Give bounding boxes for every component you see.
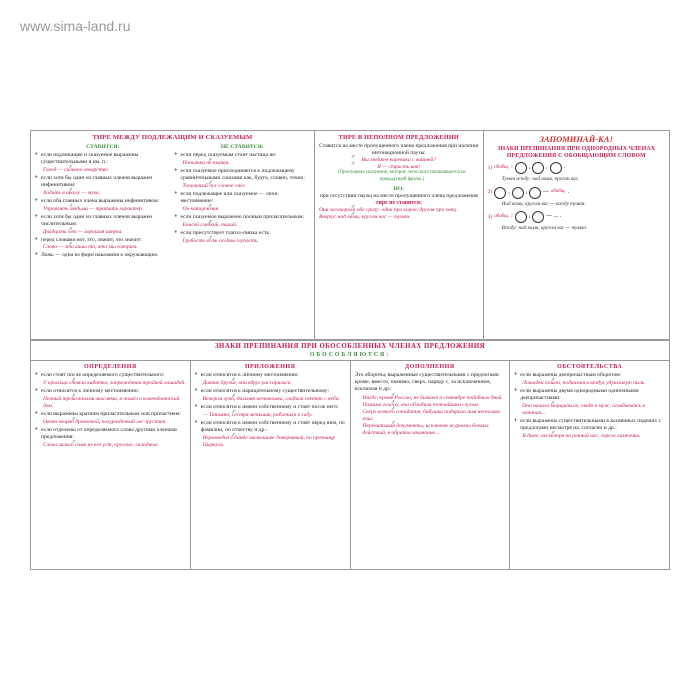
example-text: Енисей гладкий, тихий. [182, 222, 309, 229]
section-dopolneniya: ДОПОЛНЕНИЯ Это обороты, выраженные сущес… [351, 361, 511, 569]
educational-poster: ТИРЕ МЕЖДУ ПОДЛЕЖАЩИМ И СКАЗУЕМЫМ СТАВИТ… [30, 130, 670, 570]
section-opredeleniya: ОПРЕДЕЛЕНИЯ если стоят после определяемо… [31, 361, 191, 569]
rule-text: если хотя бы один из главных членов выра… [41, 175, 170, 189]
col-head: ПРИЛОЖЕНИЯ [195, 364, 346, 372]
rule-text: если сказуемое выражено полным прилагате… [180, 214, 309, 221]
example-text: Грубость есть особая глупость. [182, 238, 309, 245]
stavitsya-column: СТАВИТСЯ: если подлежащее и сказуемое вы… [35, 143, 170, 260]
section-title: ТИРЕ В НЕПОЛНОМ ПРЕДЛОЖЕНИИ [319, 134, 479, 142]
no-head: НО: [319, 186, 479, 193]
rule-text: если выражены двумя однородными одиночны… [520, 388, 665, 402]
intro-text: Ставится на месте пропущенного члена пре… [319, 143, 479, 157]
scheme-2: 2) ,,—обобщ.. [488, 187, 665, 199]
example-text: Попытка не пытка. [182, 160, 309, 167]
scheme-caption: Над вами, кругом вас — всюду туман. [502, 201, 665, 208]
rule-text: если присутствует глагол-связка есть: [180, 230, 309, 237]
mid-subtitle: ОБОСОБЛЯЮТСЯ: [31, 352, 669, 361]
stavitsya-head: СТАВИТСЯ: [35, 144, 170, 151]
rule-text: если подлежащее или сказуемое — личн. ме… [180, 191, 309, 205]
rule-text: если выражены существительными в косвенн… [520, 418, 665, 432]
ne-stavitsya-head: НЕ СТАВИТСЯ: [174, 144, 309, 151]
rule-text: если относятся к имени собственному и ст… [201, 404, 346, 411]
example-text: Давние друзья, они вдруг рассорились. [203, 380, 346, 387]
watermark-url: www.sima-land.ru [20, 18, 130, 34]
rule-text: если относятся к личному местоимению: [201, 372, 346, 379]
example-text: Управлять людьми — тратить характер. [43, 206, 170, 213]
no-text: при отсутствии паузы на месте пропущенно… [319, 193, 479, 200]
example-text: — Татьяна, сестра меньшая, работала в са… [203, 412, 346, 419]
example-text: У крыльца стояла кибитка, запряжённая тр… [43, 380, 186, 387]
example-text: Слова — это лишь то, что мы говорим. [43, 244, 170, 251]
rule-text: если подлежащее и сказуемое выражены сущ… [41, 152, 170, 166]
example-text: Он каторжник. [182, 206, 309, 213]
rule-text: если оба главных члена выражены инфинити… [41, 198, 170, 205]
rule-text: если относятся к имени собственному и ст… [201, 420, 346, 434]
paren-note: (Пропущено сказуемое, которое легко восс… [325, 170, 479, 183]
zapom-badge: ЗАПОМИНАЙ-КА! [488, 134, 665, 145]
example-text: Голод — сильное лекарство. [43, 167, 170, 174]
scheme-3: 3)обобщ.: ,—... . [488, 211, 665, 223]
example-text: Сверх всякого ожидания, бабушка подарила… [363, 409, 506, 423]
col-head: ОБСТОЯТЕЛЬСТВА [514, 364, 665, 372]
top-row: ТИРЕ МЕЖДУ ПОДЛЕЖАЩИМ И СКАЗУЕМЫМ СТАВИТ… [31, 131, 669, 340]
rule-text: если перед сказуемым стоит частица не: [180, 152, 309, 159]
example-text: Двадцать лет — хорошая штука. [43, 229, 170, 236]
rule-text: если отделены от определяемого слова дру… [41, 427, 186, 441]
example-text: Лошадка пошла, поднимая в воздух удушлив… [522, 380, 665, 387]
rule-text: если сказуемое присоединяется к подлежащ… [180, 168, 309, 182]
middle-title-band: ЗНАКИ ПРЕПИНАНИЯ ПРИ ОБОСОБЛЕННЫХ ЧЛЕНАХ… [31, 340, 669, 361]
section-title: ТИРЕ МЕЖДУ ПОДЛЕЖАЩИМ И СКАЗУЕМЫМ [35, 134, 310, 142]
rule-text: Ложь — одна из форм наказания к окружающ… [41, 252, 170, 259]
rule-text: если относятся к личному местоимению: [41, 388, 186, 395]
example: Вы любите вареники с вишней? [319, 157, 479, 164]
rule-text: перед словами вот, это, значит, это знач… [41, 237, 170, 244]
ne-stavitsya-column: НЕ СТАВИТСЯ: если перед сказуемым стоит … [174, 143, 309, 260]
section-zapominayka: ЗАПОМИНАЙ-КА! ЗНАКИ ПРЕПИНАНИЯ ПРИ ОДНОР… [484, 131, 669, 339]
rule-text: если выражены деепричастным оборотом: [520, 372, 665, 379]
rule-text: если хотя бы один из главных членов выра… [41, 214, 170, 228]
scheme-caption: Туман всюду: над вами, кругом вас. [502, 176, 665, 183]
section-title: ЗНАКИ ПРЕПИНАНИЯ ПРИ ОДНОРОДНЫХ ЧЛЕНАХ П… [488, 146, 665, 160]
section-tire-incomplete: ТИРЕ В НЕПОЛНОМ ПРЕДЛОЖЕНИИ Ставится на … [315, 131, 484, 339]
intro: Это обороты, выраженные существительными… [355, 372, 506, 393]
example-text: В доме, несмотря на ранний час, горела л… [522, 433, 665, 440]
example: Вверху: над вами, кругом вас — туман. [319, 214, 479, 221]
rule-text: если относятся к нарицательному существи… [201, 388, 346, 395]
example-text: Овеян вещею дремотой, полураздетый лес г… [43, 419, 186, 426]
scheme-caption: Всюду: над вами, кругом вас — туман. [502, 225, 665, 232]
section-obstoyatelstva: ОБСТОЯТЕЛЬСТВА если выражены деепричастн… [510, 361, 669, 569]
col-head: ОПРЕДЕЛЕНИЯ [35, 364, 186, 372]
scheme-1: 1)обобщ.: ,,. [488, 162, 665, 174]
example-text: Тополиный пух словно снег. [182, 183, 309, 190]
section-tire-subject-predicate: ТИРЕ МЕЖДУ ПОДЛЕЖАЩИМ И СКАЗУЕМЫМ СТАВИТ… [31, 131, 315, 339]
bottom-row: ОПРЕДЕЛЕНИЯ если стоят после определяемо… [31, 361, 669, 569]
mid-title: ЗНАКИ ПРЕПИНАНИЯ ПРИ ОБОСОБЛЕННЫХ ЧЛЕНАХ… [31, 340, 669, 351]
col-head: ДОПОЛНЕНИЯ [355, 364, 506, 372]
example-text: Перечитывая документы, исключая журналы … [363, 423, 506, 437]
example-text: Слова лились сами из его уст, круглые, с… [43, 442, 186, 449]
example: Я — страсть как! [319, 164, 479, 171]
rule-text: если выражены кратким прилагательным или… [41, 411, 186, 418]
example-text: Полный тревожными мыслями, я пошёл в ком… [43, 396, 186, 410]
example-text: Ходить в школу — мука. [43, 190, 170, 197]
example-text: Вечером луна, дальняя незнакомка, гладил… [203, 396, 346, 403]
rule-text: если стоят после определяемого существит… [41, 372, 186, 379]
section-prilozheniya: ПРИЛОЖЕНИЯ если относятся к личному мест… [191, 361, 351, 569]
example-text: Она начала морщиться, глядя и муж, огляд… [522, 403, 665, 417]
example-text: Верховодил в банде мальчишек доверчивый,… [203, 435, 346, 449]
